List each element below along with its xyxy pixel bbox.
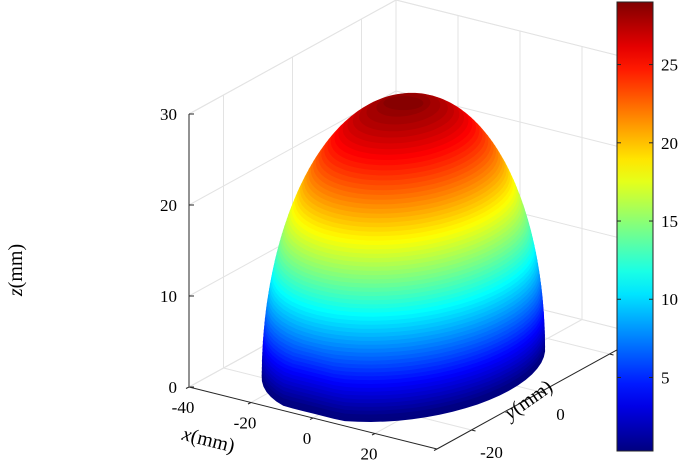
colorbar: 5 10 15 20 25 <box>616 1 678 452</box>
colorbar-ticks: 5 10 15 20 25 <box>617 56 678 387</box>
x-tick-label: 0 <box>303 429 312 448</box>
x-tick-mark <box>371 433 376 436</box>
x-tick-mark <box>433 448 438 451</box>
colorbar-tick-label: 20 <box>661 134 678 153</box>
top-edge-line <box>395 0 645 63</box>
colorbar-tick-label: 25 <box>661 56 678 75</box>
colorbar-tick-label: 10 <box>661 290 678 309</box>
top-edge-line <box>188 0 397 115</box>
colorbar-ramp <box>616 1 654 452</box>
x-tick-labels: -40-2002040 <box>172 398 440 461</box>
x-axis-label: x(mm) <box>179 423 237 457</box>
x-tick-mark <box>309 417 314 420</box>
z-tick-label: 20 <box>160 196 177 215</box>
z-tick-label: 30 <box>160 105 177 124</box>
colorbar-tick-label: 15 <box>661 212 678 231</box>
x-tick-mark <box>185 386 190 389</box>
z-axis-label: z(mm) <box>5 244 27 297</box>
x-tick-label: -40 <box>172 398 195 417</box>
y-tick-mark <box>609 353 614 356</box>
z-tick-label: 10 <box>160 287 177 306</box>
y-tick-label: -20 <box>480 443 503 461</box>
tick-marks <box>185 113 614 451</box>
x-tick-label: -20 <box>234 414 257 433</box>
y-tick-label: 0 <box>556 405 565 424</box>
x-tick-mark <box>247 402 252 405</box>
dome-cap <box>383 96 424 111</box>
colorbar-tick-label: 5 <box>661 368 670 387</box>
y-tick-mark <box>471 429 476 432</box>
z-tick-labels: 0 10 20 30 <box>160 105 177 397</box>
x-tick-label: 20 <box>361 445 378 461</box>
z-tick-label: 0 <box>169 378 178 397</box>
dome-surface <box>261 92 546 423</box>
y-tick-mark <box>540 391 545 394</box>
